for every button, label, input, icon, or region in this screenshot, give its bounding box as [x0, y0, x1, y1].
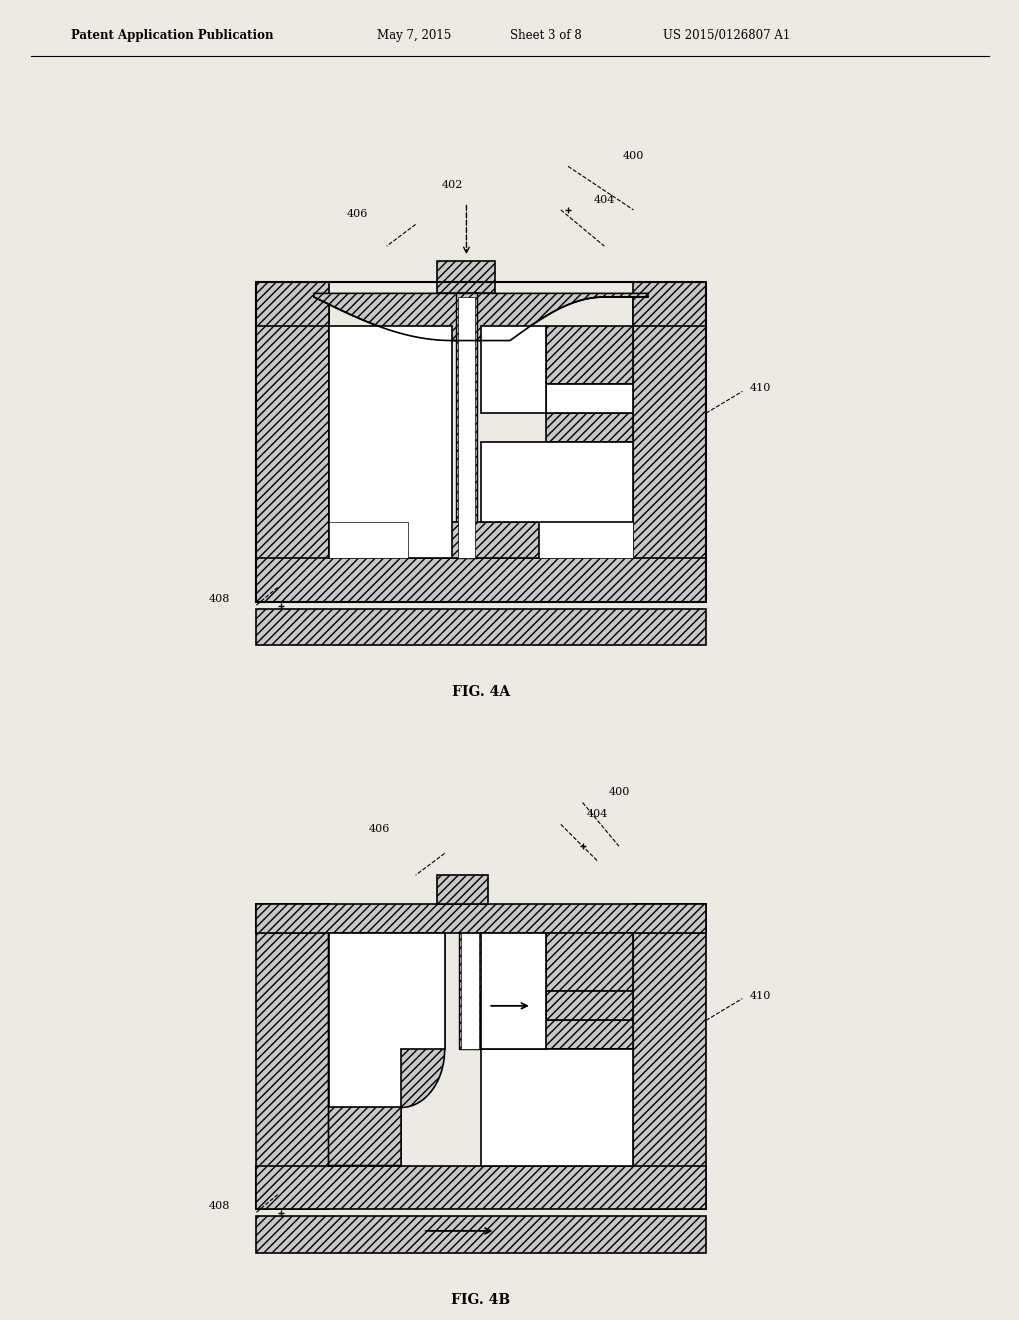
- Text: 410: 410: [749, 383, 770, 393]
- Polygon shape: [455, 293, 477, 558]
- Polygon shape: [328, 933, 444, 1107]
- Polygon shape: [458, 297, 475, 558]
- Polygon shape: [481, 933, 546, 1049]
- Polygon shape: [546, 384, 633, 413]
- Polygon shape: [437, 261, 495, 293]
- Polygon shape: [546, 413, 633, 442]
- Text: May 7, 2015: May 7, 2015: [377, 29, 451, 42]
- Text: 400: 400: [623, 150, 643, 161]
- Polygon shape: [256, 904, 705, 933]
- Polygon shape: [546, 933, 633, 991]
- Polygon shape: [481, 1049, 633, 1166]
- Polygon shape: [633, 297, 705, 602]
- Polygon shape: [328, 1107, 400, 1166]
- Polygon shape: [481, 1020, 633, 1049]
- Polygon shape: [328, 933, 444, 1166]
- Text: FIG. 4A: FIG. 4A: [451, 685, 510, 700]
- Polygon shape: [481, 442, 633, 521]
- Polygon shape: [256, 904, 328, 1209]
- Polygon shape: [546, 326, 633, 384]
- Text: Sheet 3 of 8: Sheet 3 of 8: [510, 29, 581, 42]
- Polygon shape: [538, 521, 633, 558]
- Polygon shape: [437, 875, 488, 904]
- Polygon shape: [256, 297, 328, 602]
- Polygon shape: [256, 1166, 705, 1209]
- Text: 404: 404: [593, 194, 614, 205]
- Polygon shape: [256, 282, 328, 326]
- Polygon shape: [633, 282, 705, 326]
- Text: 402: 402: [441, 180, 463, 190]
- Polygon shape: [481, 326, 546, 413]
- Polygon shape: [459, 933, 481, 1049]
- Polygon shape: [256, 558, 705, 602]
- Text: 404: 404: [586, 809, 607, 820]
- Polygon shape: [408, 521, 538, 558]
- Text: 408: 408: [209, 1201, 230, 1212]
- Text: US 2015/0126807 A1: US 2015/0126807 A1: [662, 29, 790, 42]
- Polygon shape: [546, 991, 633, 1020]
- Polygon shape: [314, 293, 647, 341]
- Text: Patent Application Publication: Patent Application Publication: [71, 29, 274, 42]
- Polygon shape: [633, 904, 705, 1209]
- Text: 406: 406: [346, 209, 368, 219]
- Polygon shape: [328, 326, 451, 558]
- Polygon shape: [256, 904, 328, 933]
- Text: FIG. 4B: FIG. 4B: [451, 1292, 511, 1307]
- Text: 410: 410: [749, 990, 770, 1001]
- Text: 406: 406: [368, 824, 389, 834]
- Polygon shape: [256, 1217, 705, 1253]
- Polygon shape: [633, 904, 705, 933]
- Polygon shape: [481, 991, 546, 1020]
- Text: 408: 408: [209, 594, 230, 605]
- Polygon shape: [256, 609, 705, 645]
- Polygon shape: [461, 933, 478, 1049]
- Polygon shape: [328, 521, 408, 558]
- Text: 400: 400: [607, 787, 629, 797]
